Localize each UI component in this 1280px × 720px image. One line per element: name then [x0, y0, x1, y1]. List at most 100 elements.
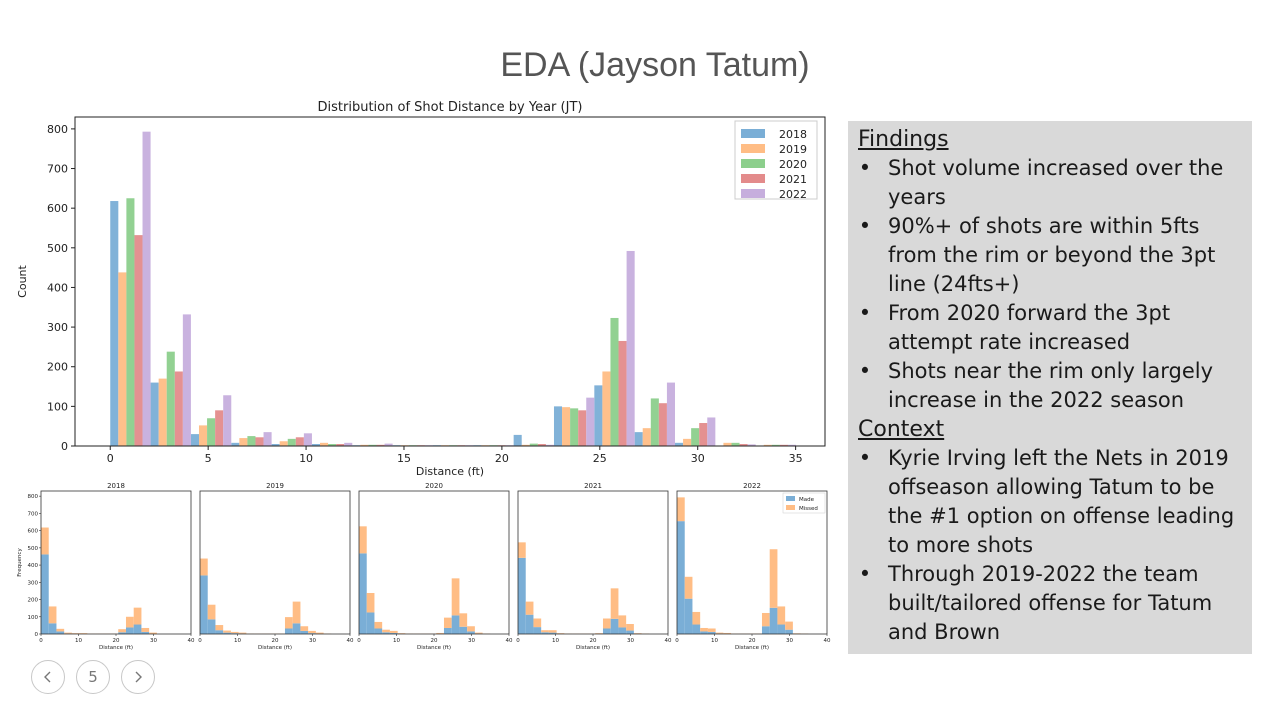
x-axis-label: Distance (ft) — [576, 645, 610, 651]
made-bar — [284, 628, 293, 634]
bar-2019 — [198, 425, 208, 446]
bar-2021 — [336, 444, 345, 446]
bar-2021 — [255, 437, 264, 446]
missed-bar — [389, 630, 398, 633]
finding-item: From 2020 forward the 3pt attempt rate i… — [858, 299, 1242, 357]
context-heading: Context — [858, 417, 945, 442]
missed-bar — [633, 633, 642, 634]
made-bar — [785, 629, 793, 634]
bar-2018 — [150, 382, 159, 446]
missed-bar — [223, 630, 231, 633]
finding-item: Shot volume increased over the years — [858, 154, 1242, 212]
legend-swatch-2020 — [741, 159, 765, 168]
bar-2018 — [190, 434, 199, 446]
finding-item: Shots near the rim only largely increase… — [858, 357, 1242, 415]
bar-2020 — [368, 444, 377, 446]
bar-2019 — [763, 444, 772, 446]
finding-item: 90%+ of shots are within 5fts from the r… — [858, 212, 1242, 299]
made-bar — [525, 614, 534, 634]
made-bar — [56, 631, 65, 634]
findings-heading: Findings — [858, 127, 949, 152]
missed-bar — [125, 616, 134, 628]
legend-swatch-2019 — [741, 144, 765, 153]
made-bar — [459, 626, 468, 634]
panel-title: 2020 — [425, 482, 443, 490]
panel-title: 2022 — [743, 482, 761, 490]
bar-2018 — [311, 444, 321, 446]
previous-slide-button[interactable] — [31, 660, 65, 694]
y-tick-label: 300 — [28, 580, 39, 586]
made-bar — [610, 618, 619, 634]
legend-swatch-missed — [786, 505, 795, 510]
x-tick-label: 20 — [749, 638, 756, 644]
main-chart-title: Distribution of Shot Distance by Year (J… — [318, 100, 583, 115]
x-tick-label: 0 — [357, 638, 361, 644]
made-bar — [777, 624, 786, 634]
missed-bar — [382, 629, 390, 633]
bar-2020 — [207, 418, 216, 446]
panel-frame — [517, 490, 669, 635]
bar-2021 — [779, 444, 788, 446]
bar-2021 — [618, 340, 627, 446]
missed-bar — [723, 632, 732, 634]
panel-frame — [199, 490, 351, 635]
x-tick-label: 10 — [393, 638, 400, 644]
bar-2022 — [263, 432, 272, 446]
x-tick-label: 10 — [299, 452, 313, 465]
bar-2020 — [166, 351, 175, 446]
bar-2022 — [303, 433, 312, 446]
bar-2019 — [562, 407, 571, 446]
bar-2021 — [739, 444, 748, 446]
x-tick-label: 10 — [711, 638, 718, 644]
bar-2019 — [279, 441, 288, 446]
bar-2021 — [699, 423, 708, 446]
missed-bar — [133, 607, 142, 625]
bar-2022 — [182, 314, 191, 446]
missed-bar — [777, 606, 786, 625]
made-bar — [300, 630, 309, 634]
context-item: Through 2019-2022 the team built/tailore… — [858, 560, 1242, 647]
missed-bar — [707, 628, 716, 632]
y-tick-label: 600 — [28, 529, 39, 535]
bar-2019 — [320, 442, 329, 446]
missed-bar — [769, 549, 778, 608]
made-bar — [769, 607, 778, 634]
next-slide-button[interactable] — [121, 660, 155, 694]
bar-2022 — [545, 444, 554, 446]
x-tick-label: 40 — [347, 638, 354, 644]
x-axis-label: Distance (ft) — [735, 645, 769, 651]
x-tick-label: 25 — [593, 452, 607, 465]
panel-frame — [358, 490, 510, 635]
bar-2021 — [295, 437, 304, 446]
missed-bar — [230, 631, 239, 634]
bar-2019 — [158, 378, 167, 446]
missed-bar — [215, 625, 224, 631]
made-bar — [618, 627, 627, 634]
bar-2020 — [650, 398, 659, 446]
made-bar — [602, 628, 611, 634]
made-bar — [48, 623, 57, 634]
missed-bar — [292, 601, 301, 624]
missed-bar — [700, 627, 708, 632]
made-bar — [118, 632, 126, 634]
slide-title: EDA (Jayson Tatum) — [500, 46, 810, 84]
y-tick-label: 400 — [28, 563, 39, 569]
missed-bar — [207, 604, 216, 620]
bar-2020 — [529, 443, 538, 446]
x-tick-label: 30 — [150, 638, 157, 644]
made-bar — [292, 623, 301, 634]
missed-bar — [366, 592, 375, 613]
bar-2020 — [691, 428, 700, 446]
made-bar — [389, 632, 398, 634]
panel-title: 2019 — [266, 482, 284, 490]
x-tick-label: 35 — [789, 452, 803, 465]
missed-bar — [618, 615, 627, 628]
bar-2018 — [513, 434, 522, 446]
x-tick-label: 0 — [39, 638, 43, 644]
x-tick-label: 0 — [516, 638, 520, 644]
bar-2020 — [731, 442, 740, 446]
missed-bar — [451, 578, 460, 616]
made-bar — [141, 631, 150, 634]
bar-2022 — [142, 131, 151, 446]
made-bar — [359, 553, 367, 634]
